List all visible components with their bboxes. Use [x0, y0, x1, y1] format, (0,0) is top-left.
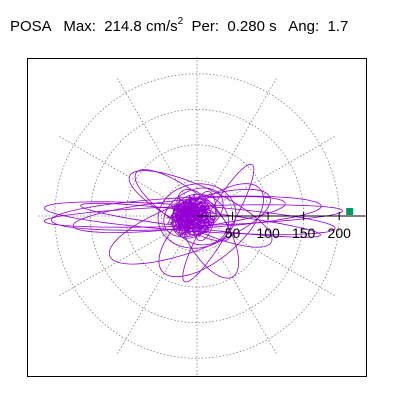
grid-spoke-120 [116, 77, 198, 217]
ang-label: Ang: [288, 18, 320, 35]
orbit-core [166, 193, 216, 238]
axis-tick-label-100: 100 [256, 225, 280, 241]
max-point-marker [346, 207, 354, 215]
max-value: 214.8 [104, 18, 142, 35]
orbit-trace [43, 163, 344, 283]
orbit-loop-11 [157, 183, 237, 249]
orbit-loop-9 [182, 163, 255, 283]
orbit-loop-0 [43, 204, 344, 228]
radial-axis: 50 100 150 200 [197, 207, 366, 241]
grid-spoke-60 [196, 77, 278, 217]
grid-spoke-240 [116, 215, 198, 355]
chart-title: POSA Max: 214.8 cm/s2 Per: 0.280 s Ang: … [10, 16, 348, 35]
orbit-loop-12 [163, 187, 224, 238]
orbit-loop-2 [50, 195, 322, 231]
grid-spoke-330 [196, 215, 336, 297]
station-name: POSA [10, 18, 51, 35]
grid-spoke-150 [58, 135, 198, 217]
ang-value: 1.7 [327, 18, 349, 35]
per-value: 0.280 s [227, 18, 277, 35]
orbit-loop-7 [158, 183, 264, 278]
orbit-loop-6 [128, 170, 273, 248]
axis-tick-label-50: 50 [225, 225, 241, 241]
orbit-loop-10 [176, 188, 240, 279]
axis-tick-label-200: 200 [328, 225, 352, 241]
max-label: Max: [63, 18, 96, 35]
orbit-loop-1 [44, 201, 336, 235]
orbit-loop-3 [80, 202, 321, 238]
max-unit: cm/s [145, 18, 178, 35]
orbit-loop-5 [108, 188, 271, 265]
grid-spoke-210 [58, 215, 198, 297]
per-label: Per: [191, 18, 220, 35]
max-unit-power: 2 [177, 16, 184, 27]
axis-tick-label-150: 150 [292, 225, 316, 241]
grid-spoke-30 [196, 135, 336, 217]
grid-spoke-300 [196, 215, 278, 355]
